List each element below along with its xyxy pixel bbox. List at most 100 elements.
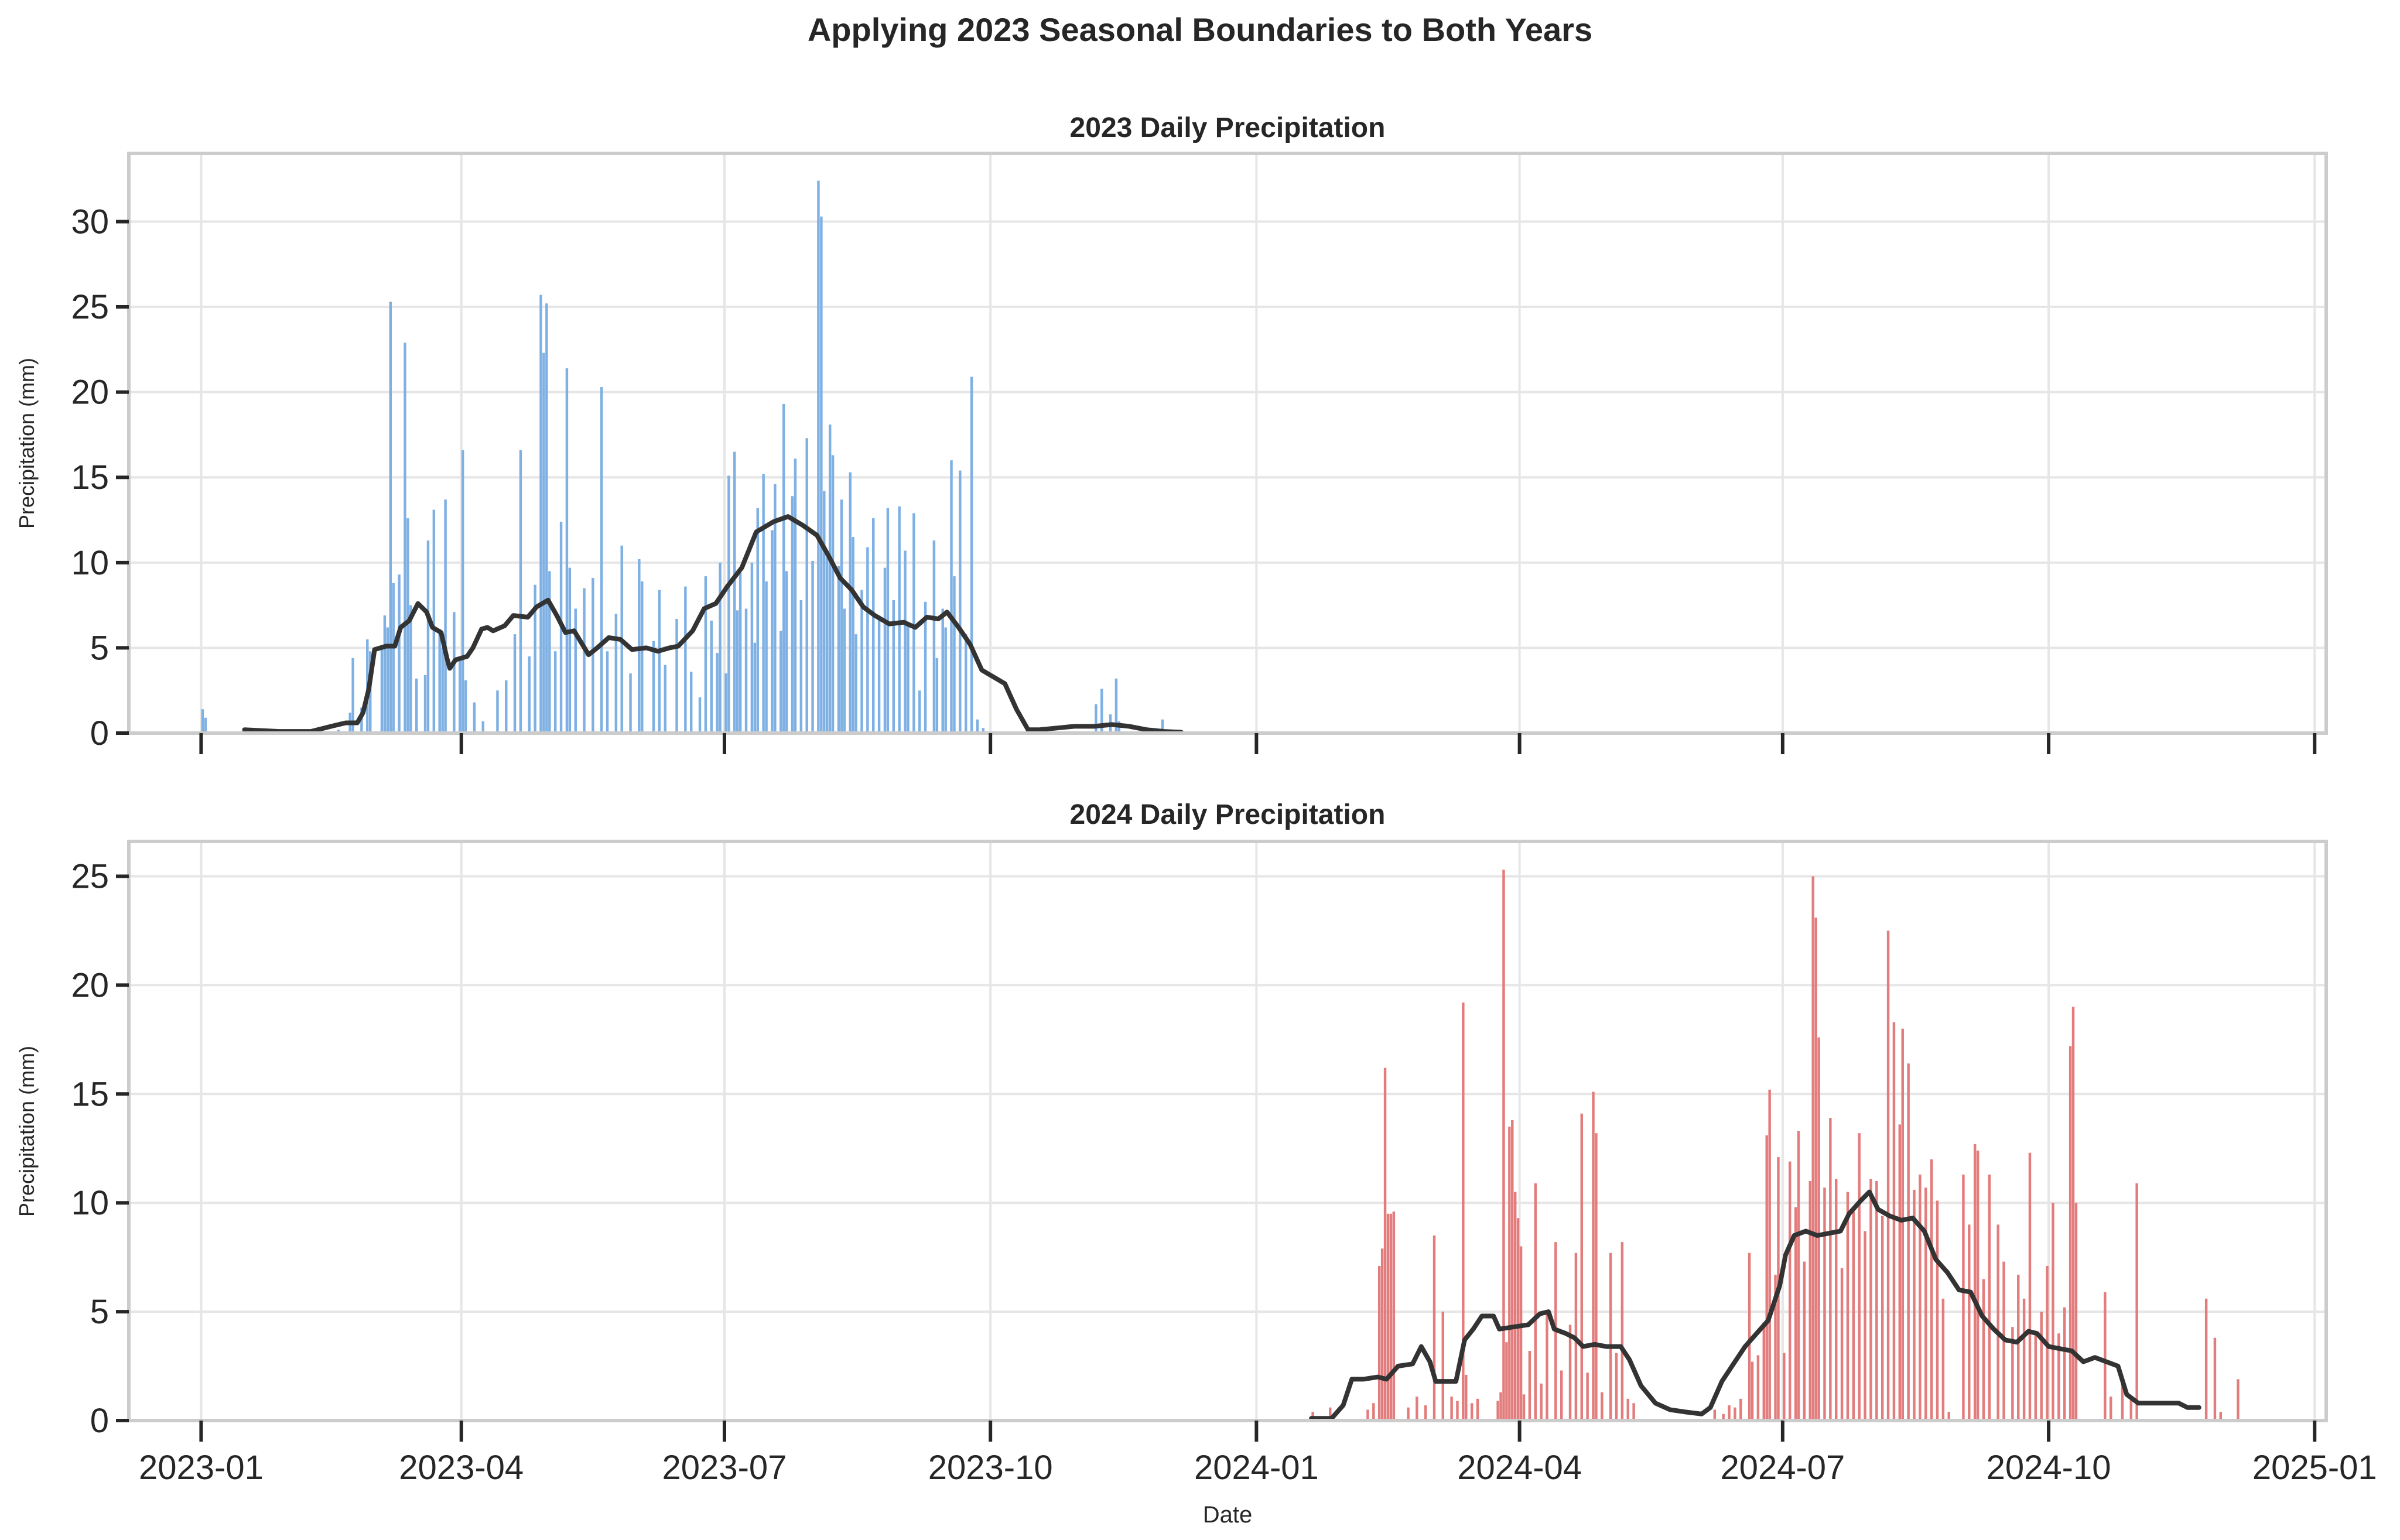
bar-2024 [1580,1113,1583,1421]
bar-2024 [1416,1397,1418,1421]
bar-2023 [389,302,392,733]
y-tick-label: 20 [71,374,109,412]
bar-2024 [2069,1046,2072,1421]
bar-2023 [904,550,907,733]
bar-2023 [426,540,430,733]
bar-2024 [1389,1213,1393,1421]
bar-2023 [1100,689,1103,733]
bar-2023 [415,678,418,733]
bar-2023 [785,571,788,733]
bar-2024 [1601,1392,1604,1421]
bar-2023 [704,576,707,733]
bar-2023 [534,584,536,733]
bar-2023 [799,600,803,733]
x-tick-label: 2024-07 [1720,1449,1845,1487]
bar-2024 [1941,1298,1945,1421]
y-tick-label: 10 [71,1184,109,1222]
bar-2024 [1930,1159,1933,1421]
bar-2024 [2109,1397,2112,1421]
bar-2024 [1519,1246,1523,1421]
bar-2024 [1748,1252,1751,1421]
bar-2023 [438,629,441,733]
y-tick-label: 5 [90,629,109,667]
bar-2023 [710,620,713,733]
bar-2023 [831,455,835,733]
bar-2023 [828,424,832,733]
bar-2023 [528,656,531,733]
bar-2024 [1560,1370,1563,1421]
bar-2023 [852,537,854,733]
bar-2023 [907,625,910,733]
bar-2023 [406,518,409,733]
bar-2023 [765,581,768,733]
bar-2023 [444,499,447,733]
bar-2023 [912,513,915,733]
bar-2023 [461,450,464,733]
bar-2024 [2121,1381,2124,1421]
bar-2023 [719,562,722,733]
bar-2023 [201,709,204,733]
bar-2023 [1161,719,1164,733]
bar-2024 [1462,1002,1465,1421]
bar-2023 [756,508,759,733]
bar-2024 [1892,1022,1896,1421]
y-ticks-2024: 0 5 10 15 20 25 [71,857,129,1440]
subplot-2023: 2023 Daily Precipitation 0 5 10 15 20 25 30 Pr… [15,112,2328,754]
bar-2024 [1377,1266,1381,1421]
subplot-2024: 2024 Daily Precipitation 0 5 10 15 20 25 2023… [15,799,2377,1487]
figure-suptitle: Applying 2023 Seasonal Boundaries to Bot… [808,11,1592,48]
bar-2023 [459,658,461,733]
bar-2024 [1386,1213,1390,1421]
bar-2023 [664,665,667,733]
bar-2024 [1988,1174,1991,1421]
bar-2023 [805,438,808,733]
bar-2024 [2135,1183,2138,1421]
bar-2023 [423,675,427,733]
x-tick-label: 2025-01 [2252,1449,2377,1487]
bar-2023 [629,673,632,733]
bar-2023 [794,458,797,733]
bar-2023 [820,216,823,733]
bar-2023 [658,590,661,733]
y-tick-label: 5 [90,1293,109,1331]
bar-2024 [1372,1403,1375,1421]
bar-2023 [553,651,557,733]
bar-2024 [1881,1216,1884,1421]
bar-2023 [849,472,852,733]
bar-2023 [583,588,586,733]
bar-2024 [1875,1181,1878,1421]
bar-2024 [1595,1133,1598,1421]
x-ticks-2023 [199,733,2317,754]
bar-2024 [1433,1235,1436,1421]
bar-2023 [736,610,739,733]
bar-2023 [924,601,927,733]
bar-2024 [1620,1242,1624,1421]
bar-2023 [877,615,881,733]
bar-2024 [1864,1231,1866,1421]
bar-2023 [964,634,967,733]
bar-2024 [1901,1028,1904,1421]
bar-2024 [1756,1355,1760,1421]
bar-2023 [675,618,678,733]
bar-2024 [1936,1200,1939,1421]
bar-2023 [545,303,548,733]
bar-2024 [1586,1373,1589,1421]
bar-2023 [918,690,921,733]
y-tick-label: 15 [71,458,109,497]
bar-2023 [753,642,757,733]
bar-2023 [1114,678,1118,733]
bar-2023 [826,557,829,733]
bar-2023 [959,470,962,733]
bar-2023 [600,386,603,733]
bar-2023 [970,377,973,733]
bar-2023 [860,590,863,733]
bar-2024 [2011,1327,2014,1421]
bar-2024 [1470,1403,1473,1421]
bar-2024 [1814,918,1817,1421]
x-tick-label: 2024-01 [1194,1449,1319,1487]
bar-2024 [2237,1379,2240,1421]
bar-2023 [724,673,727,733]
bar-2024 [1465,1374,1468,1421]
bar-2023 [473,702,476,733]
